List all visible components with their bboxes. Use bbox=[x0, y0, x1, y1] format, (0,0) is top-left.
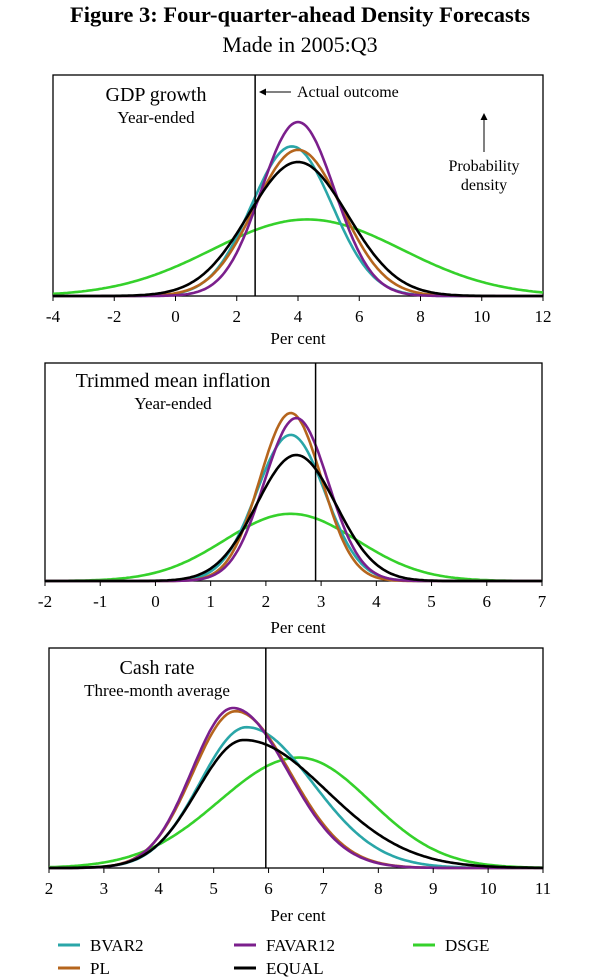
x-tick-label: 1 bbox=[206, 592, 215, 611]
x-tick-label: -4 bbox=[46, 307, 61, 326]
x-tick-label: 10 bbox=[473, 307, 490, 326]
x-tick-label: 3 bbox=[100, 879, 109, 898]
density-arrow-icon bbox=[480, 113, 488, 120]
x-tick-label: 5 bbox=[209, 879, 218, 898]
x-tick-label: 6 bbox=[355, 307, 364, 326]
x-axis-ticks: 2 3 4 5 6 7 8 9 10 11 bbox=[45, 868, 551, 898]
x-tick-label: 5 bbox=[427, 592, 436, 611]
series-dsge bbox=[45, 512, 542, 583]
x-tick-label: 7 bbox=[319, 879, 328, 898]
x-tick-label: 2 bbox=[262, 592, 271, 611]
panel-gdp-growth: GDP growth Year-ended Actual outcome Pro… bbox=[46, 74, 552, 348]
x-axis-label: Per cent bbox=[270, 329, 326, 348]
legend-label: DSGE bbox=[445, 936, 489, 955]
figure-title: Figure 3: Four-quarter-ahead Density For… bbox=[70, 2, 530, 27]
series-equal bbox=[49, 738, 543, 870]
x-tick-label: 7 bbox=[538, 592, 547, 611]
panel-subtitle: Year-ended bbox=[134, 394, 212, 413]
density-label-line2: density bbox=[461, 177, 507, 194]
actual-outcome-label: Actual outcome bbox=[297, 84, 399, 101]
series-pl bbox=[49, 709, 543, 870]
legend-label: EQUAL bbox=[266, 959, 324, 978]
x-tick-label: 9 bbox=[429, 879, 438, 898]
x-tick-label: 4 bbox=[155, 879, 164, 898]
x-tick-label: 11 bbox=[535, 879, 551, 898]
x-tick-label: 8 bbox=[416, 307, 425, 326]
panel-title: GDP growth bbox=[106, 84, 207, 106]
x-tick-label: 0 bbox=[151, 592, 160, 611]
x-axis-label: Per cent bbox=[270, 906, 326, 925]
x-tick-label: -2 bbox=[107, 307, 121, 326]
density-curves bbox=[48, 706, 543, 870]
x-tick-label: 2 bbox=[233, 307, 242, 326]
series-equal bbox=[53, 160, 543, 298]
panel-title: Trimmed mean inflation bbox=[76, 370, 271, 392]
legend-item-equal: EQUAL bbox=[234, 959, 324, 978]
legend: BVAR2 FAVAR12 DSGE PL EQUAL bbox=[58, 936, 489, 978]
density-curves bbox=[45, 411, 542, 583]
legend-label: FAVAR12 bbox=[266, 936, 335, 955]
x-tick-label: 8 bbox=[374, 879, 383, 898]
x-tick-label: -1 bbox=[93, 592, 107, 611]
x-axis-ticks: -2 -1 0 1 2 3 4 5 6 7 bbox=[38, 581, 547, 611]
panel-title: Cash rate bbox=[120, 657, 195, 679]
x-tick-label: 4 bbox=[372, 592, 381, 611]
figure-subtitle: Made in 2005:Q3 bbox=[222, 32, 378, 57]
x-axis-label: Per cent bbox=[270, 618, 326, 637]
x-tick-label: 3 bbox=[317, 592, 326, 611]
legend-item-bvar2: BVAR2 bbox=[58, 936, 144, 955]
legend-item-dsge: DSGE bbox=[413, 936, 489, 955]
x-tick-label: 12 bbox=[535, 307, 552, 326]
series-favar12 bbox=[49, 706, 543, 870]
legend-label: PL bbox=[90, 959, 110, 978]
x-tick-label: 4 bbox=[294, 307, 303, 326]
plot-frame bbox=[44, 362, 543, 582]
density-label-line1: Probability bbox=[448, 158, 519, 175]
series-pl bbox=[45, 411, 542, 583]
x-tick-label: 6 bbox=[264, 879, 273, 898]
x-tick-label: 0 bbox=[171, 307, 180, 326]
series-equal bbox=[45, 453, 542, 583]
x-axis-ticks: -4 -2 0 2 4 6 8 10 12 bbox=[46, 296, 552, 326]
density-annotation: Probability density bbox=[448, 113, 520, 194]
series-dsge bbox=[52, 218, 544, 296]
x-tick-label: 2 bbox=[45, 879, 54, 898]
plot-frame bbox=[48, 647, 544, 869]
legend-label: BVAR2 bbox=[90, 936, 144, 955]
panel-trimmed-mean-inflation: Trimmed mean inflation Year-ended -2 -1 0 1… bbox=[38, 362, 547, 637]
series-dsge bbox=[48, 756, 543, 870]
panel-cash-rate: Cash rate Three-month average 2 3 4 5 6 7 8 9 10… bbox=[45, 647, 551, 925]
series-bvar2 bbox=[49, 725, 543, 870]
density-curves bbox=[52, 120, 544, 298]
panel-subtitle: Three-month average bbox=[84, 681, 230, 700]
series-favar12 bbox=[45, 416, 542, 583]
x-tick-label: 6 bbox=[483, 592, 492, 611]
x-tick-label: 10 bbox=[480, 879, 497, 898]
x-tick-label: -2 bbox=[38, 592, 52, 611]
actual-arrow-icon bbox=[259, 88, 266, 96]
actual-outcome-annotation: Actual outcome bbox=[259, 84, 399, 101]
legend-item-pl: PL bbox=[58, 959, 110, 978]
panel-subtitle: Year-ended bbox=[117, 108, 195, 127]
series-bvar2 bbox=[45, 433, 542, 583]
legend-item-favar12: FAVAR12 bbox=[234, 936, 335, 955]
